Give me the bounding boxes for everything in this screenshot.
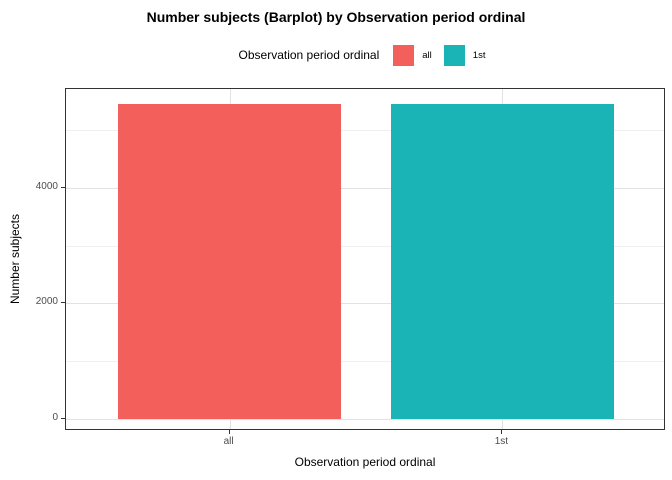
plot-panel — [65, 88, 665, 430]
x-tick-label: 1st — [494, 436, 509, 447]
y-tick-label: 2000 — [35, 296, 58, 308]
y-tick-label: 4000 — [35, 180, 58, 192]
legend-swatch-all — [393, 44, 415, 66]
x-axis-title: Observation period ordinal — [294, 455, 436, 469]
y-axis-tick — [61, 186, 65, 188]
legend-title: Observation period ordinal — [238, 48, 380, 62]
gridline-minor — [66, 361, 664, 363]
y-axis-tick — [61, 302, 65, 304]
bar-1st — [390, 103, 614, 419]
bar-all — [118, 103, 342, 419]
gridline-major — [66, 187, 664, 189]
y-tick-label: 0 — [52, 411, 58, 423]
gridline-major — [66, 303, 664, 305]
legend-item-1st: 1st — [443, 44, 492, 66]
gridline-major — [66, 418, 664, 420]
legend-items: all 1st — [387, 44, 492, 66]
x-axis-tick — [228, 430, 230, 434]
legend-swatch-1st — [443, 44, 465, 66]
x-axis-tick — [501, 430, 503, 434]
gridline-minor — [66, 130, 664, 132]
plot-title: Number subjects (Barplot) by Observation… — [146, 9, 526, 25]
legend-item-all: all — [393, 44, 438, 66]
y-axis-title: Number subjects — [8, 213, 22, 305]
legend-item-label: all — [422, 49, 432, 61]
y-axis-tick — [61, 417, 65, 419]
legend-item-label: 1st — [472, 49, 486, 61]
legend: Observation period ordinal all 1st — [65, 43, 665, 67]
gridline-minor — [66, 245, 664, 247]
x-tick-label: all — [223, 436, 234, 447]
